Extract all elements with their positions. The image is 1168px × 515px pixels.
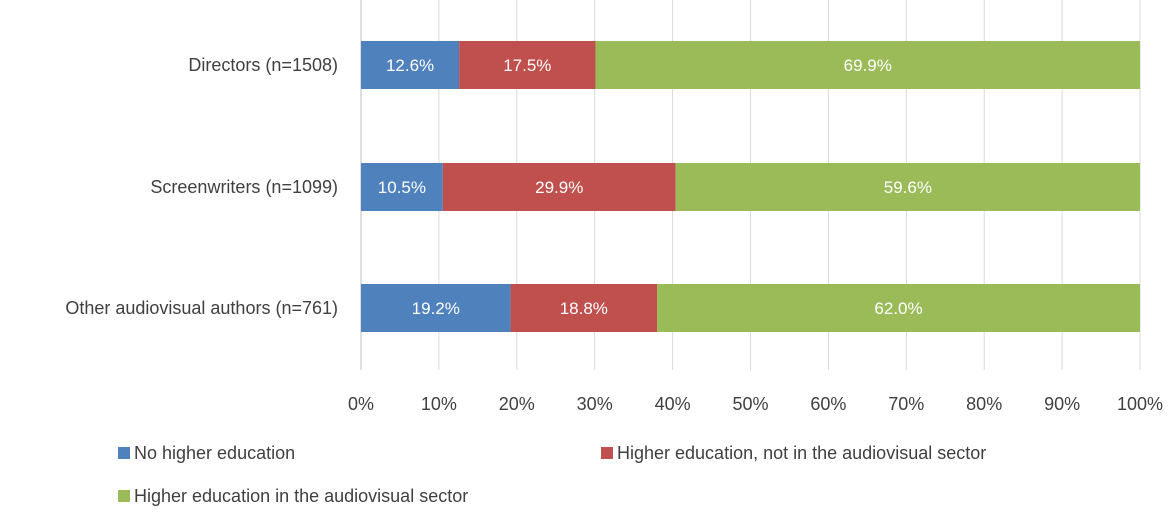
data-labels: 12.6% 17.5% 69.9% 10.5% 29.9% 59.6% 19.2% 18.8%…	[378, 56, 932, 318]
legend-item: Higher education in the audiovisual sect…	[118, 486, 468, 506]
bar-segment	[675, 163, 1140, 211]
x-tick-label: 10%	[421, 394, 457, 414]
bar-segment	[361, 284, 511, 332]
x-tick-label: 90%	[1044, 394, 1080, 414]
legend-label: No higher education	[134, 443, 295, 463]
category-label: Other audiovisual authors (n=761)	[65, 298, 338, 318]
x-tick-label: 40%	[655, 394, 691, 414]
category-labels: Directors (n=1508) Screenwriters (n=1099)…	[65, 55, 338, 318]
x-tick-label: 20%	[499, 394, 535, 414]
x-tick-label: 0%	[348, 394, 374, 414]
bar-segment	[459, 41, 596, 89]
category-label: Screenwriters (n=1099)	[150, 177, 338, 197]
x-tick-label: 30%	[577, 394, 613, 414]
legend-swatch	[118, 490, 130, 502]
x-tick-label: 60%	[810, 394, 846, 414]
legend-label: Higher education, not in the audiovisual…	[617, 443, 986, 463]
bar-segment	[510, 284, 658, 332]
x-tick-label: 70%	[888, 394, 924, 414]
legend: No higher education Higher education, not…	[118, 443, 986, 506]
data-label: 17.5%	[503, 56, 551, 75]
bars	[361, 41, 1140, 332]
bar-segment	[657, 284, 1140, 332]
x-tick-label: 80%	[966, 394, 1002, 414]
bar-segment	[595, 41, 1140, 89]
legend-item: No higher education	[118, 443, 295, 463]
bar-segment	[442, 163, 676, 211]
data-label: 19.2%	[412, 299, 460, 318]
data-label: 59.6%	[884, 178, 932, 197]
category-label: Directors (n=1508)	[188, 55, 338, 75]
bar-segment	[361, 41, 460, 89]
data-label: 18.8%	[560, 299, 608, 318]
data-label: 10.5%	[378, 178, 426, 197]
legend-item: Higher education, not in the audiovisual…	[601, 443, 986, 463]
x-axis-ticks: 0% 10% 20% 30% 40% 50% 60% 70% 80% 90% 100%	[348, 394, 1163, 414]
data-label: 62.0%	[874, 299, 922, 318]
legend-swatch	[118, 447, 130, 459]
bar-segment	[361, 163, 443, 211]
legend-label: Higher education in the audiovisual sect…	[134, 486, 468, 506]
data-label: 12.6%	[386, 56, 434, 75]
x-tick-label: 50%	[732, 394, 768, 414]
x-tick-label: 100%	[1117, 394, 1163, 414]
data-label: 69.9%	[844, 56, 892, 75]
data-label: 29.9%	[535, 178, 583, 197]
legend-swatch	[601, 447, 613, 459]
